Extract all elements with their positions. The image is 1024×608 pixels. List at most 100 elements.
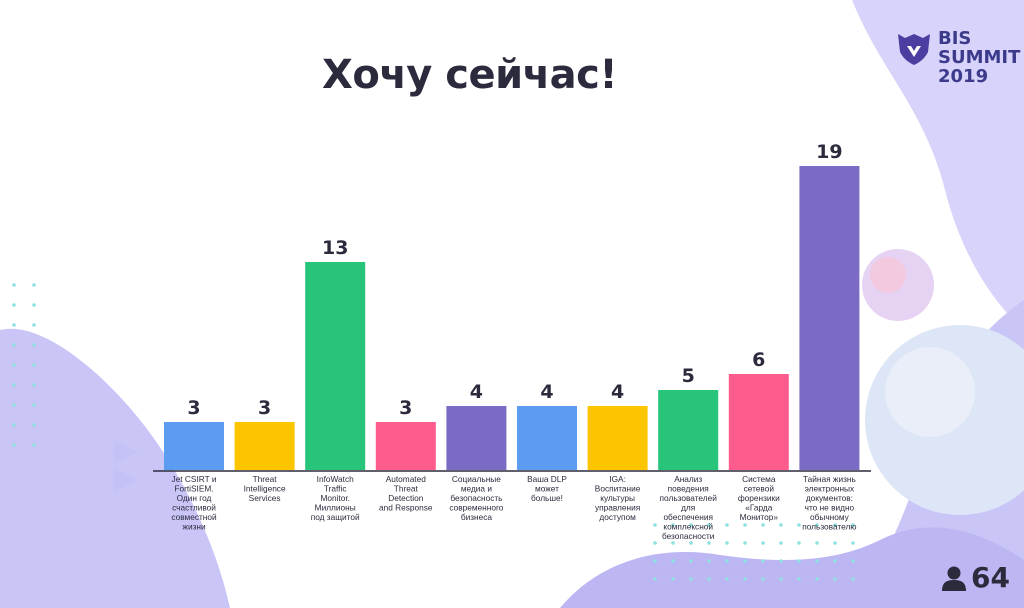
decorative-dot bbox=[689, 559, 693, 563]
bar bbox=[375, 422, 436, 470]
bar-value-label: 3 bbox=[187, 397, 200, 419]
shield-icon bbox=[898, 34, 930, 65]
decorative-dot bbox=[32, 363, 36, 367]
category-label: InfoWatch Traffic Monitor. Миллионы под защи… bbox=[311, 474, 360, 522]
bar bbox=[305, 262, 366, 470]
decorative-dot bbox=[833, 559, 837, 563]
bg-blob-bottom-wave bbox=[560, 527, 1024, 608]
logo-text-bis: BIS bbox=[938, 28, 972, 49]
bg-sphere-small-highlight bbox=[870, 257, 906, 293]
decorative-dot bbox=[12, 283, 16, 287]
decorative-dot bbox=[707, 577, 711, 581]
decorative-dot bbox=[653, 559, 657, 563]
category-label: Automated Threat Detection and Response bbox=[379, 474, 433, 513]
decorative-dot bbox=[743, 523, 747, 527]
decorative-dot bbox=[779, 523, 783, 527]
decorative-dot bbox=[32, 323, 36, 327]
decorative-dot bbox=[12, 443, 16, 447]
category-label: IGA: Воспитание культуры управления доступом bbox=[595, 474, 641, 522]
decorative-dot bbox=[32, 283, 36, 287]
bar bbox=[587, 406, 648, 470]
person-icon bbox=[942, 566, 967, 591]
decorative-dot bbox=[851, 577, 855, 581]
decorative-dots bbox=[12, 283, 855, 581]
decorative-dot bbox=[851, 523, 855, 527]
bar-value-label: 5 bbox=[682, 365, 695, 387]
decorative-dot bbox=[12, 383, 16, 387]
category-label: Анализ поведения пользователей для обеспечен… bbox=[660, 474, 718, 541]
decorative-dot bbox=[797, 559, 801, 563]
decorative-dot bbox=[761, 523, 765, 527]
decorative-dot bbox=[32, 423, 36, 427]
decorative-dot bbox=[707, 559, 711, 563]
category-label: Threat Intelligence Services bbox=[244, 474, 286, 503]
decorative-dot bbox=[743, 577, 747, 581]
decorative-dot bbox=[653, 541, 657, 545]
play-triangle-icon bbox=[114, 468, 138, 492]
bar bbox=[234, 422, 295, 470]
participants-count: 64 bbox=[971, 561, 1010, 594]
decorative-dot bbox=[707, 523, 711, 527]
logo-text-year: 2019 bbox=[938, 66, 989, 87]
logo-text-summit: SUMMIT bbox=[938, 47, 1021, 68]
decorative-dot bbox=[671, 523, 675, 527]
decorative-dot bbox=[671, 541, 675, 545]
bg-sphere-large-highlight bbox=[885, 347, 975, 437]
play-triangle-icon bbox=[114, 440, 138, 464]
decorative-dot bbox=[671, 577, 675, 581]
decorative-dot bbox=[12, 343, 16, 347]
category-label: Ваша DLP может больше! bbox=[527, 474, 567, 503]
decorative-dot bbox=[815, 523, 819, 527]
category-label: Социальные медиа и безопасность современног… bbox=[449, 474, 503, 522]
decorative-dot bbox=[851, 559, 855, 563]
decorative-dot bbox=[707, 541, 711, 545]
decorative-dot bbox=[833, 577, 837, 581]
decorative-dot bbox=[653, 523, 657, 527]
bar-value-label: 6 bbox=[752, 349, 765, 371]
decorative-dot bbox=[725, 559, 729, 563]
decorative-dot bbox=[761, 541, 765, 545]
bar-value-label: 4 bbox=[470, 381, 483, 403]
decorative-dot bbox=[725, 541, 729, 545]
decorative-dot bbox=[671, 559, 675, 563]
decorative-dot bbox=[689, 541, 693, 545]
decorative-dot bbox=[761, 559, 765, 563]
decorative-dot bbox=[779, 541, 783, 545]
decorative-dot bbox=[32, 443, 36, 447]
bar-value-label: 4 bbox=[540, 381, 553, 403]
category-label: Jet CSIRT и FortiSIEM. Один год счастливой с… bbox=[171, 474, 217, 532]
decorative-dot bbox=[12, 363, 16, 367]
participants-counter: 64 bbox=[941, 561, 1010, 594]
bar bbox=[799, 166, 860, 470]
decorative-dot bbox=[12, 403, 16, 407]
decorative-dot bbox=[815, 577, 819, 581]
bg-blob-top-right bbox=[852, 0, 1024, 330]
decorative-dot bbox=[797, 523, 801, 527]
decorative-dot bbox=[797, 541, 801, 545]
decorative-dot bbox=[689, 577, 693, 581]
decorative-dot bbox=[797, 577, 801, 581]
decorative-dot bbox=[32, 303, 36, 307]
bar bbox=[446, 406, 507, 470]
decorative-dot bbox=[779, 559, 783, 563]
bar-value-label: 4 bbox=[611, 381, 624, 403]
bar bbox=[728, 374, 789, 470]
decorative-dot bbox=[32, 383, 36, 387]
decorative-dot bbox=[761, 577, 765, 581]
slide-title: Хочу сейчас! bbox=[322, 52, 618, 98]
decorative-dot bbox=[815, 541, 819, 545]
decorative-dot bbox=[12, 423, 16, 427]
category-label: Система сетевой форензики «Гарда Монитор» bbox=[738, 474, 780, 522]
bar bbox=[658, 390, 719, 470]
category-label: Тайная жизнь электронных документов: что не… bbox=[802, 474, 856, 532]
bar-value-label: 13 bbox=[322, 237, 348, 259]
decorative-dot bbox=[815, 559, 819, 563]
decorative-dot bbox=[725, 523, 729, 527]
decorative-dot bbox=[32, 403, 36, 407]
decorative-dot bbox=[689, 523, 693, 527]
decorative-dot bbox=[833, 523, 837, 527]
decorative-dot bbox=[743, 559, 747, 563]
decorative-dot bbox=[743, 541, 747, 545]
